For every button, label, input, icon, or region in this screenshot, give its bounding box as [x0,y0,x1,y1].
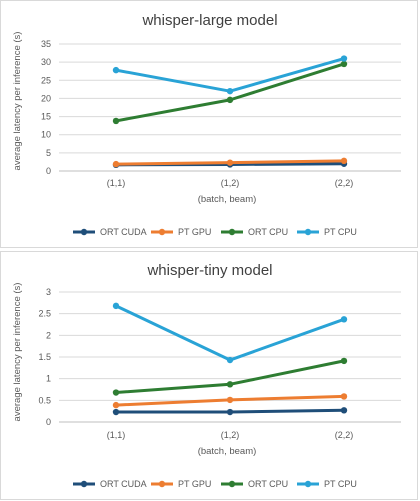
y-tick-label: 5 [46,148,51,158]
data-point [340,316,348,323]
legend-swatch-marker [80,228,88,236]
x-axis-label: (batch, beam) [198,194,257,205]
data-point [340,357,348,365]
legend-swatch-marker [304,480,312,488]
data-point [340,393,348,400]
data-point [340,407,348,414]
series-lines [112,302,348,416]
data-point [112,160,120,168]
chart-panel-large: whisper-large model 0 5 10 15 20 25 30 35 (1,1)… [0,0,418,248]
chart-title: whisper-large model [141,12,277,29]
data-point [112,389,120,396]
y-tick-label: 1 [46,374,51,384]
data-point [112,408,120,416]
legend-swatch-marker [228,228,236,236]
legend-label: PT CPU [324,227,357,237]
y-tick-label: 0 [46,417,51,427]
y-tick-label: 10 [41,130,51,140]
chart-whisper-tiny: whisper-tiny model 00.511.522.53 (1,1) (1… [12,262,401,489]
y-tick-label: 1.5 [38,352,51,362]
data-point [226,356,234,364]
legend-swatch-marker [158,228,166,236]
x-tick-label: (1,1) [107,430,126,440]
y-tick-label: 15 [41,112,51,122]
y-tick-label: 35 [41,39,51,49]
data-point [112,302,120,310]
x-tick-label: (1,2) [221,430,240,440]
x-tick-label: (1,1) [107,178,126,188]
x-tick-labels: (1,1) (1,2) (2,2) [107,178,354,188]
data-point [226,96,234,104]
y-axis-label: average latency per inference (s) [12,283,23,422]
legend-label: PT GPU [178,227,211,237]
legend: ORT CUDA PT GPU ORT CPU PT CPU [73,479,357,489]
chart-title: whisper-tiny model [146,262,272,279]
legend-label: PT GPU [178,479,211,489]
x-tick-label: (2,2) [335,178,354,188]
y-tick-label: 3 [46,287,51,297]
data-point [340,55,348,62]
data-point [340,157,348,165]
x-tick-labels: (1,1) (1,2) (2,2) [107,430,354,440]
y-tick-label: 0.5 [38,395,51,405]
legend-label: PT CPU [324,479,357,489]
y-tick-labels: 0 5 10 15 20 25 30 35 [41,39,51,176]
x-axis-label: (batch, beam) [198,446,257,457]
legend-label: ORT CPU [248,227,288,237]
data-point [340,60,348,68]
legend-label: ORT CUDA [100,479,147,489]
legend-label: ORT CUDA [100,227,147,237]
data-point [112,117,120,125]
y-tick-label: 25 [41,75,51,85]
legend-swatch-marker [158,480,166,488]
data-point [226,87,234,95]
y-tick-label: 2.5 [38,309,51,319]
y-tick-label: 30 [41,57,51,67]
legend: ORT CUDA PT GPU ORT CPU PT CPU [73,227,357,237]
data-point [226,159,234,166]
series-line [115,359,345,395]
chart-panel-tiny: whisper-tiny model 0 0.5 1 1.5 2 2.5 3 (1,1) (1… [0,251,418,500]
legend-label: ORT CPU [248,479,288,489]
y-axis-label: average latency per inference (s) [12,32,23,171]
y-tick-label: 0 [46,166,51,176]
legend-swatch-marker [80,480,88,488]
x-tick-label: (1,2) [221,178,240,188]
chart-whisper-large: whisper-large model 0 5 10 15 20 25 30 35 (1,1)… [12,12,401,237]
data-point [226,408,234,416]
legend-swatch-marker [228,480,236,488]
data-point [112,66,120,74]
y-tick-labels: 0 0.5 1 1.5 2 2.5 3 [38,287,51,427]
series-lines [112,55,348,169]
x-tick-label: (2,2) [335,430,354,440]
data-point [226,381,234,388]
y-tick-label: 2 [46,330,51,340]
data-point [226,396,234,404]
y-tick-label: 20 [41,93,51,103]
gridlines [59,43,401,172]
data-point [112,401,120,409]
legend-swatch-marker [304,228,312,236]
